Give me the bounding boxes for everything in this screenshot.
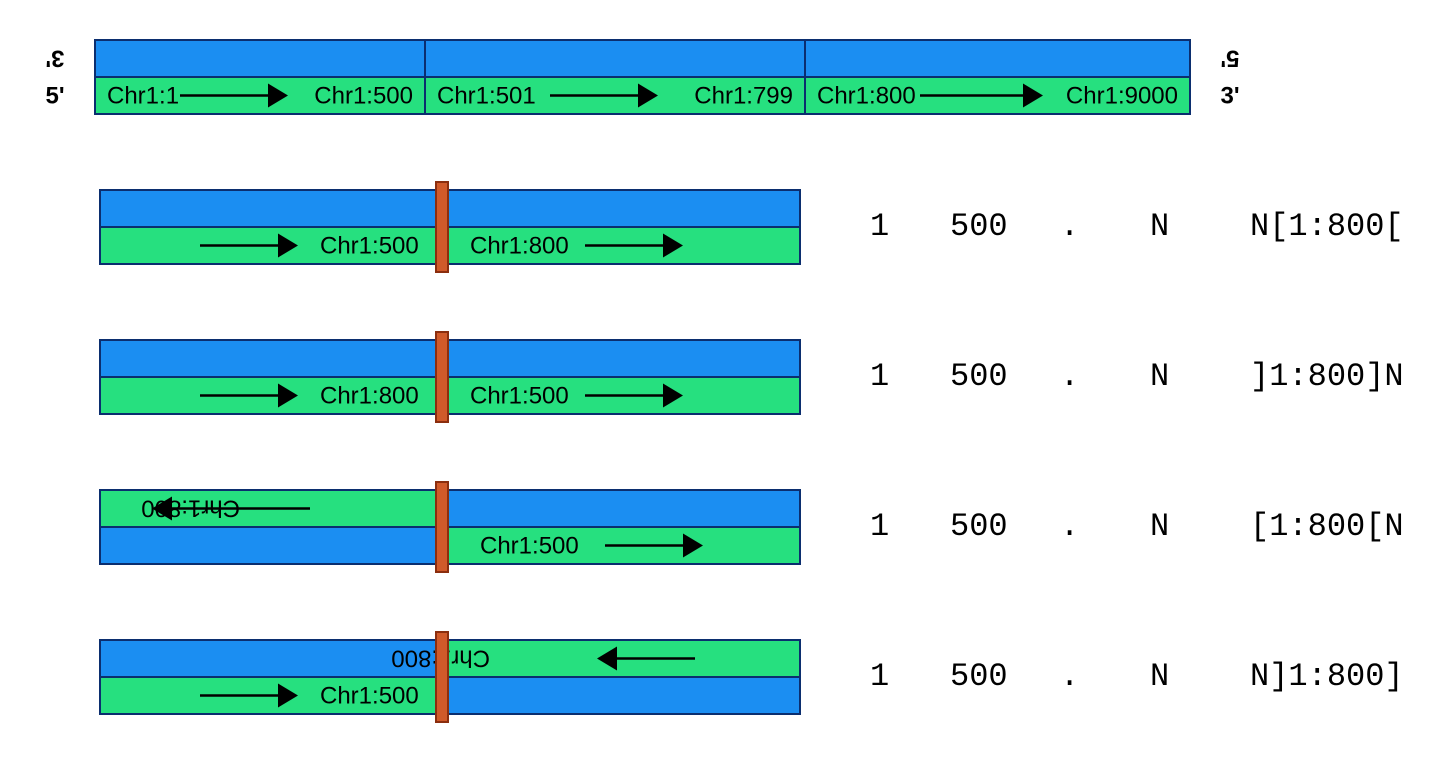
end-label-left-bottom: 5' [45,83,64,110]
left-top [100,340,442,377]
end-label-left-top: 3' [45,45,64,72]
breakpoint-marker [436,632,448,722]
vcf-chrom-2: 1 [870,508,889,545]
vcf-ref-3: N [1150,658,1169,695]
ref-seg-start-0: Chr1:1 [107,83,179,110]
left-label: Chr1:500 [320,683,419,710]
vcf-pos-0: 500 [950,208,1008,245]
ref-seg-start-1: Chr1:501 [437,83,536,110]
vcf-ref-1: N [1150,358,1169,395]
end-label-right-bottom: 3' [1220,83,1239,110]
vcf-id-3: . [1060,658,1079,695]
left-bottom [100,527,442,564]
reference-strand: Chr1:1 Chr1:500 Chr1:501 Chr1:799 Chr1:800 Ch… [45,40,1239,114]
ref-seg-end-0: Chr1:500 [314,83,413,110]
vcf-pos-1: 500 [950,358,1008,395]
breakend-row-1: Chr1:800 Chr1:500 1 500. N ]1:800]N [100,332,1404,422]
right-label: Chr1:500 [480,533,579,560]
end-label-right-top: 5' [1220,45,1239,72]
right-label: Chr1:500 [470,383,569,410]
ref-top-strand [95,40,1190,77]
left-top [100,190,442,227]
breakend-row-0: Chr1:500 Chr1:800 1 500. N N[1:800[ [100,182,1404,272]
vcf-pos-2: 500 [950,508,1008,545]
ref-seg-end-1: Chr1:799 [694,83,793,110]
vcf-alt-0: N[1:800[ [1250,208,1404,245]
vcf-id-1: . [1060,358,1079,395]
vcf-chrom-1: 1 [870,358,889,395]
right-top [442,490,800,527]
vcf-chrom-3: 1 [870,658,889,695]
left-label: Chr1:500 [320,233,419,260]
ref-seg-end-2: Chr1:9000 [1066,83,1178,110]
vcf-id-0: . [1060,208,1079,245]
vcf-ref-2: N [1150,508,1169,545]
ref-seg-start-2: Chr1:800 [817,83,916,110]
vcf-chrom-0: 1 [870,208,889,245]
vcf-alt-3: N]1:800] [1250,658,1404,695]
breakpoint-marker [436,482,448,572]
vcf-ref-0: N [1150,208,1169,245]
breakend-row-2: Chr1:800Chr1:5001500.N[1:800[N [100,482,1404,572]
right-top [442,340,800,377]
vcf-id-2: . [1060,508,1079,545]
left-label: Chr1:800 [320,383,419,410]
breakpoint-marker [436,332,448,422]
right-bottom [442,677,800,714]
right-label: Chr1:800 [470,233,569,260]
vcf-alt-1: ]1:800]N [1250,358,1404,395]
vcf-alt-2: [1:800[N [1250,508,1404,545]
left-top [100,640,442,677]
vcf-pos-3: 500 [950,658,1008,695]
breakpoint-marker [436,182,448,272]
right-top [442,190,800,227]
breakend-row-3: Chr1:500Chr1:8001500.NN]1:800] [100,632,1404,722]
